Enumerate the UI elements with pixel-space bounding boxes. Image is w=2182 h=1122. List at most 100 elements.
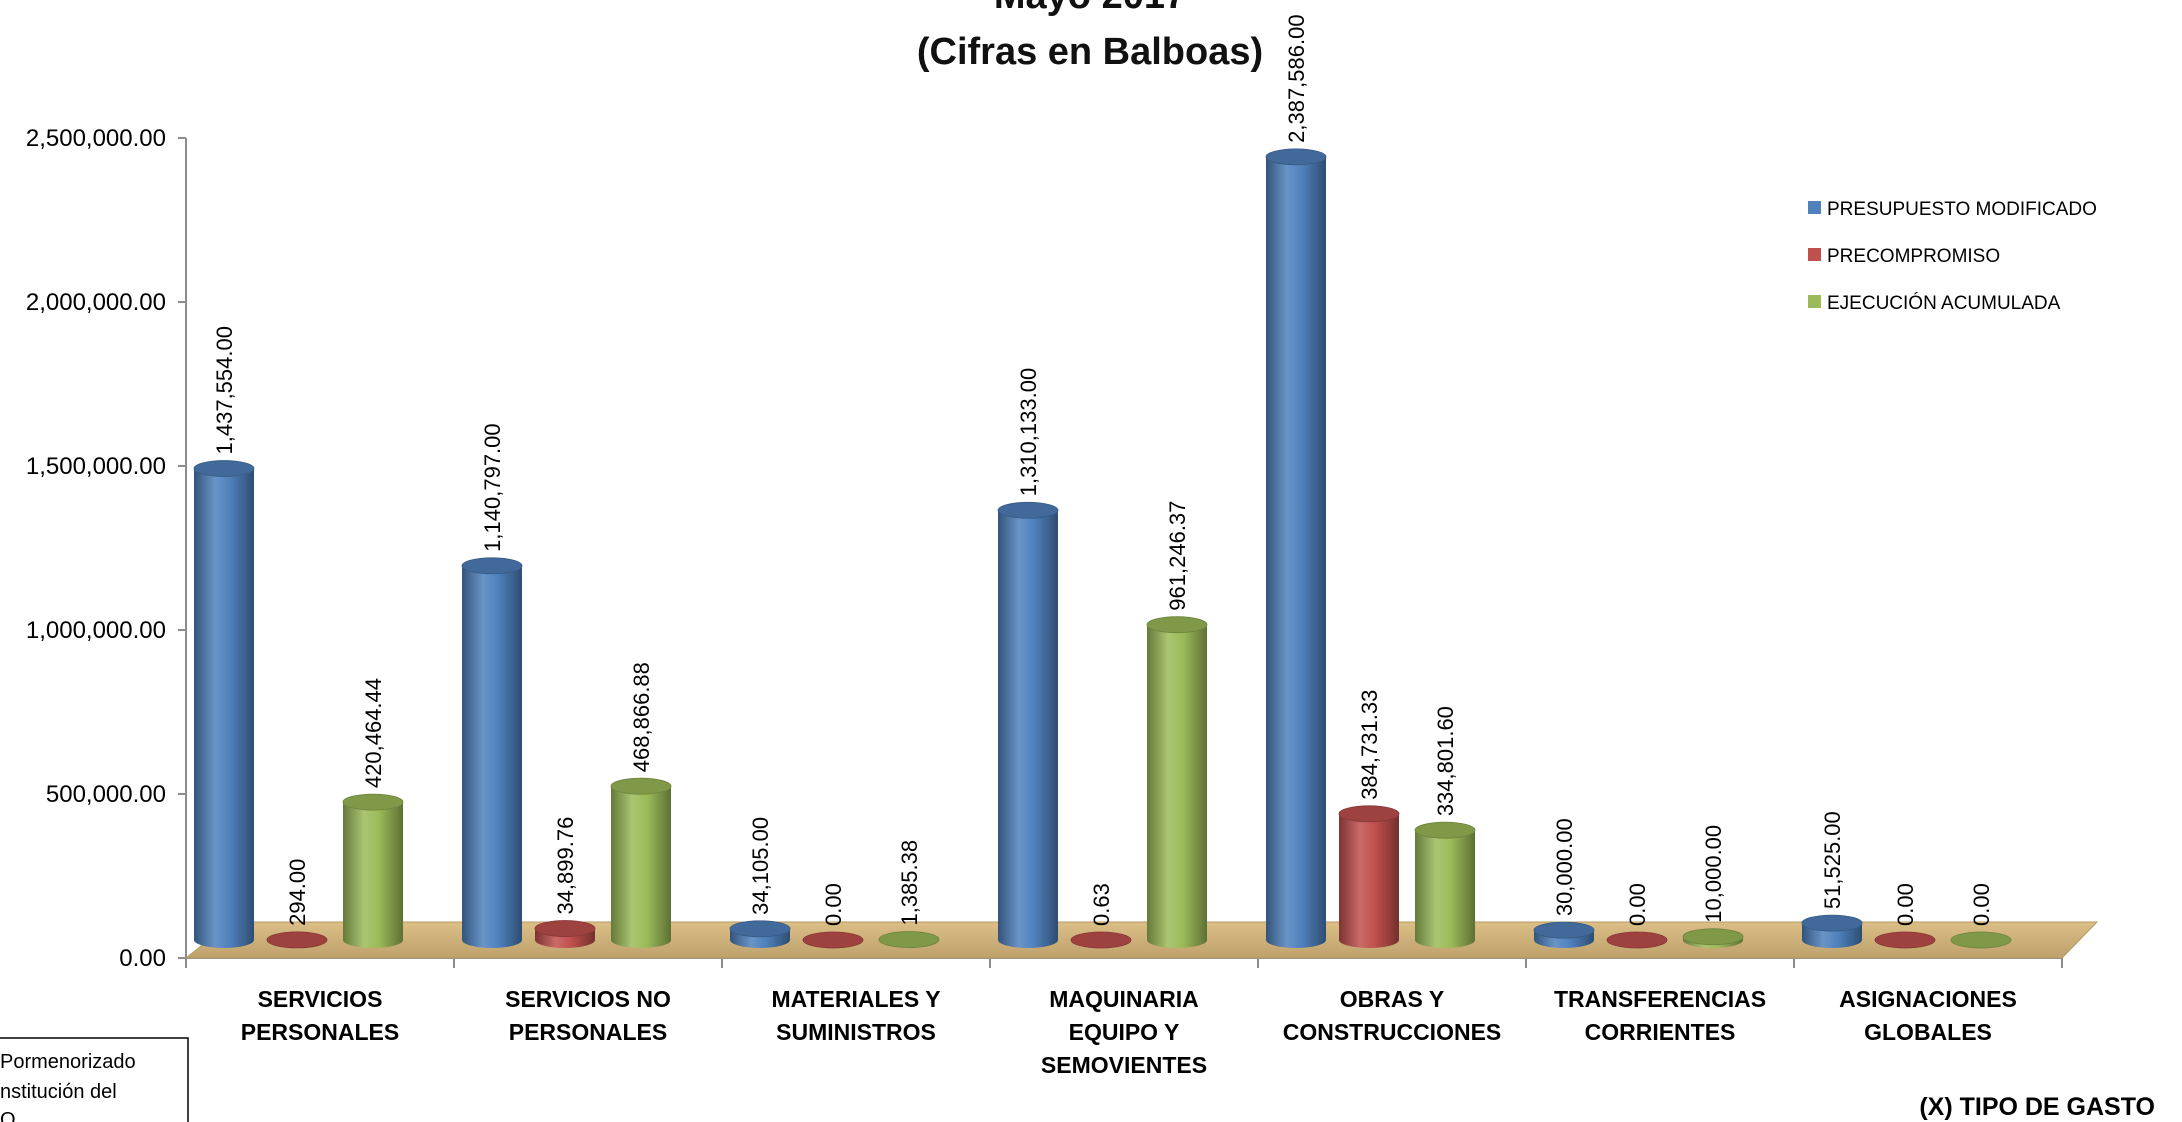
bar-top	[266, 931, 328, 949]
bar	[1146, 616, 1208, 948]
data-label: 1,437,554.00	[212, 326, 237, 454]
bar-top	[1801, 914, 1863, 932]
bar	[1533, 921, 1595, 948]
legend-swatch	[1808, 248, 1821, 261]
bar	[1682, 928, 1744, 948]
bar	[1874, 931, 1936, 949]
data-label: 0.00	[821, 883, 846, 926]
legend-label: PRESUPUESTO MODIFICADO	[1827, 199, 2097, 220]
data-label: 294.00	[285, 859, 310, 926]
bar-body	[343, 802, 403, 948]
bar-body	[1147, 624, 1207, 948]
bar-top	[461, 557, 523, 575]
note-line-3: O	[0, 1109, 16, 1122]
data-label: 1,310,133.00	[1016, 368, 1041, 496]
y-tick-label: 2,000,000.00	[26, 289, 166, 316]
bar-body	[194, 468, 254, 948]
x-tick-label: MAQUINARIA EQUIPO Y SEMOVIENTES	[1041, 986, 1207, 1078]
chart-title-line-2: (Cifras en Balboas)	[917, 31, 1263, 73]
bar-top	[1414, 821, 1476, 839]
bar	[878, 931, 940, 948]
note-box-frame	[0, 1037, 189, 1122]
bar	[266, 931, 328, 949]
bar	[610, 777, 672, 948]
bar-top	[1265, 148, 1327, 166]
bar-body	[998, 510, 1058, 948]
bar	[534, 920, 596, 948]
y-tick-label: 1,000,000.00	[26, 617, 166, 644]
data-label: 384,731.33	[1357, 690, 1382, 800]
axes: 0.00 500,000.00 1,000,000.00 1,500,000.00 2,…	[26, 125, 2063, 1078]
data-label: 34,899.76	[553, 817, 578, 915]
bar	[1265, 148, 1327, 948]
legend-entry: EJECUCIÓN ACUMULADA	[1808, 292, 2061, 314]
data-label: 334,801.60	[1433, 706, 1458, 816]
bar-top	[1874, 931, 1936, 949]
bar	[1414, 821, 1476, 948]
data-label: 51,525.00	[1820, 811, 1845, 909]
legend-entry: PRECOMPROMISO	[1808, 246, 2000, 267]
bar-top	[1606, 931, 1668, 949]
bar	[802, 931, 864, 949]
data-label: 961,246.37	[1165, 501, 1190, 611]
bar-top	[534, 920, 596, 937]
bar	[342, 793, 404, 948]
data-label: 1,140,797.00	[480, 423, 505, 551]
x-axis-title: (X) TIPO DE GASTO	[1919, 1093, 2155, 1121]
bar-top	[1070, 931, 1132, 949]
legend: PRESUPUESTO MODIFICADO PRECOMPROMISO EJECU…	[1808, 199, 2097, 314]
bar-body	[462, 565, 522, 948]
note-line-1: Pormenorizado	[0, 1051, 136, 1073]
data-label: 2,387,586.00	[1284, 14, 1309, 142]
x-tick-label: TRANSFERENCIAS CORRIENTES	[1554, 986, 1766, 1045]
bar-body	[1266, 156, 1326, 948]
legend-swatch	[1808, 201, 1821, 214]
bar-body	[611, 786, 671, 948]
bar-top	[342, 793, 404, 811]
y-tick-label: 1,500,000.00	[26, 453, 166, 480]
legend-label: EJECUCIÓN ACUMULADA	[1827, 292, 2061, 314]
bar-top	[997, 501, 1059, 519]
bar	[1950, 931, 2012, 949]
bar-top	[802, 931, 864, 949]
data-label: 1,385.38	[897, 840, 922, 926]
x-tick-label: OBRAS Y CONSTRUCCIONES	[1283, 986, 1502, 1045]
bar-top	[1533, 921, 1595, 939]
bar-top	[1338, 805, 1400, 823]
chart-title: Mayo 2017 (Cifras en Balboas)	[917, 0, 1263, 73]
y-tick-label: 0.00	[119, 945, 166, 972]
data-label: 0.00	[1969, 883, 1994, 926]
bar-top	[878, 931, 940, 948]
bars	[193, 148, 2012, 949]
y-tick-label: 2,500,000.00	[26, 125, 166, 152]
bar-top	[1682, 928, 1744, 946]
bar	[997, 501, 1059, 948]
data-label: 420,464.44	[361, 678, 386, 788]
data-label: 10,000.00	[1701, 825, 1726, 923]
bar-body	[1415, 830, 1475, 948]
bar	[193, 460, 255, 948]
x-tick-label: MATERIALES Y SUMINISTROS	[771, 986, 940, 1045]
legend-swatch	[1808, 295, 1821, 308]
bar	[729, 920, 791, 948]
x-tick-label: SERVICIOS PERSONALES	[241, 986, 399, 1045]
legend-label: PRECOMPROMISO	[1827, 246, 2000, 267]
x-tick-label: SERVICIOS NO PERSONALES	[505, 986, 671, 1045]
note-box: Pormenorizado nstitución del O	[0, 1037, 189, 1122]
y-tick-label: 500,000.00	[46, 781, 166, 808]
data-label: 0.63	[1089, 883, 1114, 926]
data-label: 30,000.00	[1552, 818, 1577, 916]
bar	[461, 557, 523, 948]
bar-top	[729, 920, 791, 938]
data-label: 0.00	[1893, 883, 1918, 926]
bar-top	[1146, 616, 1208, 634]
bar	[1070, 931, 1132, 949]
bar	[1801, 914, 1863, 948]
bar-top	[1950, 931, 2012, 949]
data-labels: 1,437,554.00 294.00 420,464.44 1,140,797.00…	[212, 14, 1994, 926]
bar-top	[193, 460, 255, 477]
data-label: 468,866.88	[629, 662, 654, 772]
note-line-2: nstitución del	[0, 1081, 117, 1103]
